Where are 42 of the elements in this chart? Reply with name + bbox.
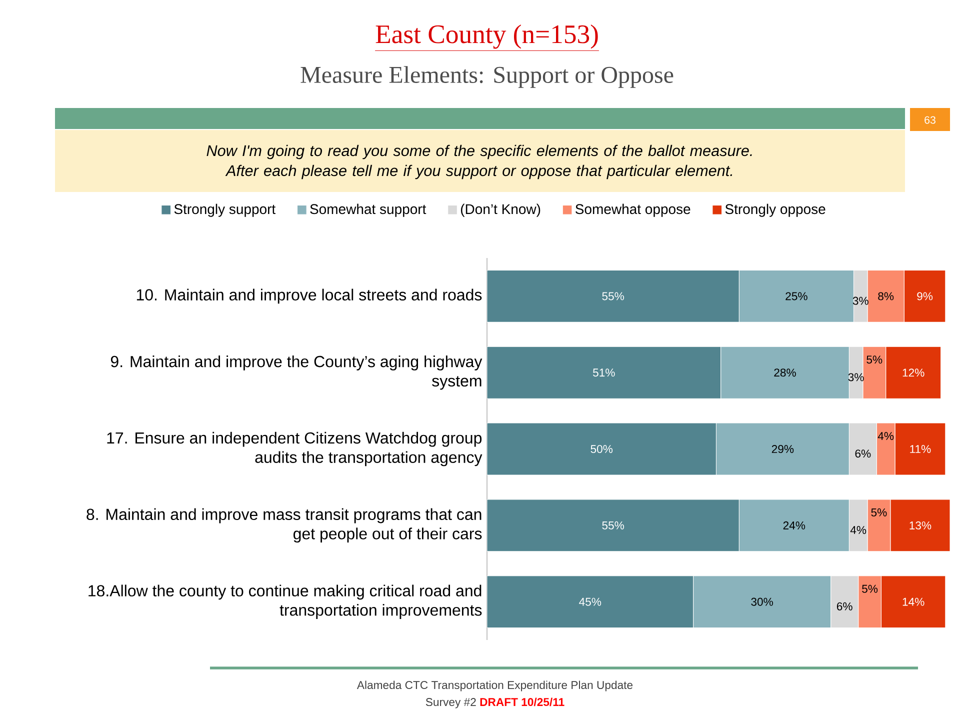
data-label: 25% <box>786 292 808 300</box>
data-label: 9% <box>917 292 933 300</box>
y-tick-label: 8. Maintain and improve mass transit programs that can get people out of their cars <box>86 508 482 543</box>
legend-label: Strongly support <box>174 204 276 217</box>
data-label: 50% <box>590 445 613 454</box>
data-label: 8% <box>878 292 894 300</box>
data-label: 51% <box>593 368 615 377</box>
data-label: 29% <box>772 445 794 454</box>
text: DRAFT 10/25/11 <box>480 698 564 706</box>
legend-label: Somewhat support <box>310 204 426 217</box>
data-label: 13% <box>910 521 932 530</box>
data-label: 14% <box>902 598 924 606</box>
data-label: 45% <box>579 598 602 606</box>
y-tick-label: 10. Maintain and improve local streets and roads <box>136 288 482 304</box>
y-tick-label: 18.Allow the county to continue making critical road and transportation improvements <box>88 584 482 619</box>
text: Alameda CTC Transportation Expenditure Plan Update <box>356 680 633 692</box>
legend-label: (Don’t Know) <box>460 204 540 217</box>
chart-title: East County (n=153) <box>376 24 598 49</box>
data-label: 6% <box>836 602 852 610</box>
data-label: 3% <box>848 373 864 382</box>
data-label: 4% <box>850 526 866 534</box>
text: Now I'm going to read you some of the specific elements of the ballot measure. After each please tell me if you support or oppose that particular element. <box>206 144 752 180</box>
y-tick-label: 9. Maintain and improve the County’s aging highway system <box>110 355 482 390</box>
data-label: 55% <box>602 521 624 530</box>
text: Survey #2 <box>426 698 476 708</box>
data-label: 3% <box>852 296 868 305</box>
data-label: 28% <box>774 368 796 377</box>
data-label: 5% <box>862 584 878 593</box>
data-label: 12% <box>902 368 924 377</box>
data-label: 11% <box>910 445 931 453</box>
legend-label: Strongly oppose <box>725 204 826 217</box>
data-label: 30% <box>751 598 773 606</box>
chart-subtitle: Measure Elements: Support or Oppose <box>300 66 674 88</box>
data-label: 6% <box>855 450 871 458</box>
data-label: 5% <box>866 356 882 364</box>
data-label: 5% <box>871 508 887 516</box>
data-label: 4% <box>878 432 894 440</box>
text: 63 <box>924 116 936 124</box>
data-label: 55% <box>602 292 624 300</box>
legend-label: Somewhat oppose <box>576 204 690 217</box>
y-tick-label: 17. Ensure an independent Citizens Watchdog group audits the transportation agency <box>107 432 482 466</box>
data-label: 24% <box>783 521 806 530</box>
